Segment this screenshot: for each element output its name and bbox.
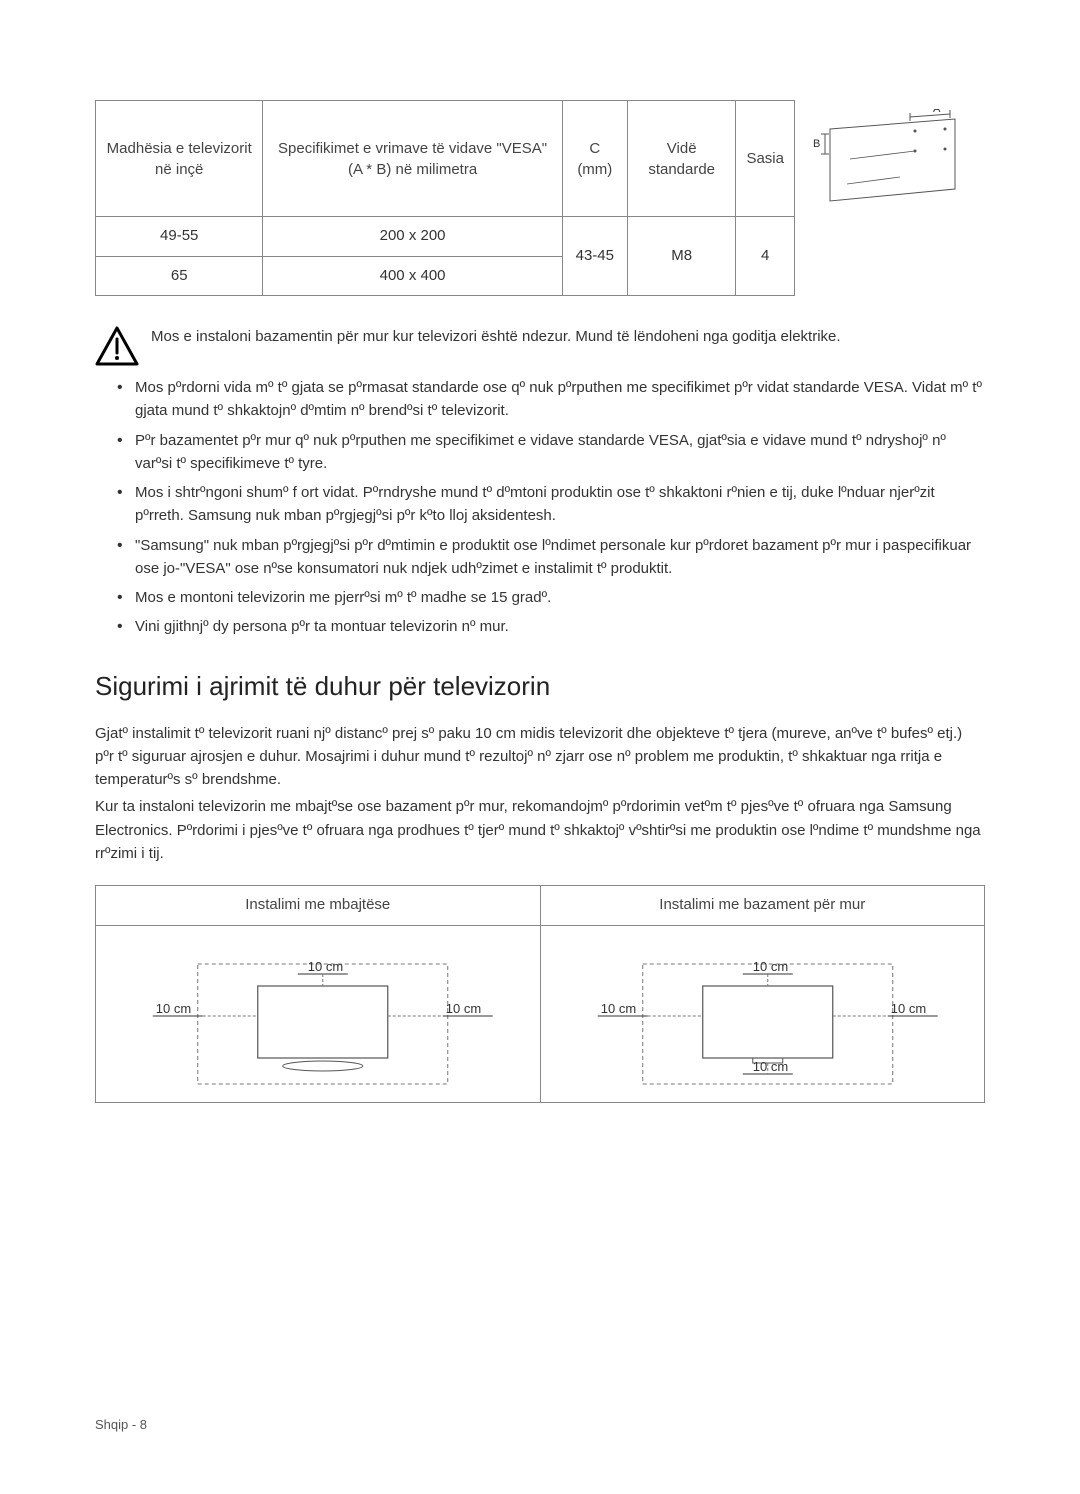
list-item: "Samsung" nuk mban pºrgjegjºsi pºr dºmti… — [117, 534, 985, 581]
table-row: 200 x 200 — [263, 217, 562, 257]
list-item: Vini gjithnjº dy persona pºr ta montuar … — [117, 615, 985, 638]
spec-header-screw: Vidë standarde — [627, 101, 736, 217]
svg-text:10 cm: 10 cm — [308, 959, 343, 974]
list-item: Mos e montoni televizorin me pjerrºsi mº… — [117, 586, 985, 609]
svg-text:10 cm: 10 cm — [890, 1001, 925, 1016]
page-footer: Shqip - 8 — [95, 1415, 147, 1435]
svg-text:10 cm: 10 cm — [600, 1001, 635, 1016]
spec-header-size: Madhësia e televizorit në inçë — [96, 101, 263, 217]
install-stand-diagram-cell: 10 cm 10 cm 10 cm — [96, 925, 541, 1102]
install-header-stand: Instalimi me mbajtëse — [96, 886, 541, 926]
svg-text:10 cm: 10 cm — [156, 1001, 191, 1016]
table-row: 4 — [736, 217, 795, 296]
paragraph: Kur ta instaloni televizorin me mbajtºse… — [95, 795, 985, 865]
spec-header-vesa: Specifikimet e vrimave të vidave "VESA" … — [263, 101, 562, 217]
warning-icon — [95, 326, 139, 366]
svg-text:10 cm: 10 cm — [752, 959, 787, 974]
paragraph: Gjatº instalimit tº televizorit ruani nj… — [95, 722, 985, 792]
list-item: Mos i shtrºngoni shumº f ort vidat. Pºrn… — [117, 481, 985, 528]
wall-diagram-icon: 10 cm 10 cm 10 cm 10 cm — [549, 944, 977, 1094]
table-row: 400 x 400 — [263, 256, 562, 296]
install-table: Instalimi me mbajtëse Instalimi me bazam… — [95, 885, 985, 1103]
spec-header-qty: Sasia — [736, 101, 795, 217]
svg-text:10 cm: 10 cm — [752, 1059, 787, 1074]
section-title: Sigurimi i ajrimit të duhur për televizo… — [95, 667, 985, 706]
section-paragraphs: Gjatº instalimit tº televizorit ruani nj… — [95, 722, 985, 866]
install-header-wall: Instalimi me bazament për mur — [540, 886, 985, 926]
table-row: 65 — [96, 256, 263, 296]
spec-header-c: C (mm) — [562, 101, 627, 217]
svg-text:10 cm: 10 cm — [446, 1001, 481, 1016]
warning-text: Mos e instaloni bazamentin për mur kur t… — [151, 326, 985, 349]
vesa-diagram-cell: A B — [795, 101, 986, 217]
list-item: Pºr bazamentet pºr mur qº nuk pºrputhen … — [117, 429, 985, 476]
stand-diagram-icon: 10 cm 10 cm 10 cm — [104, 944, 532, 1094]
table-row: M8 — [627, 217, 736, 296]
warning-block: Mos e instaloni bazamentin për mur kur t… — [95, 326, 985, 366]
diagram-label-b: B — [813, 138, 820, 150]
list-item: Mos pºrdorni vida mº tº gjata se pºrmasa… — [117, 376, 985, 423]
table-row: 43-45 — [562, 217, 627, 296]
vesa-diagram-icon: A B — [805, 109, 975, 209]
spec-table: Madhësia e televizorit në inçë Specifiki… — [95, 100, 985, 296]
diagram-label-a: A — [933, 109, 941, 115]
install-wall-diagram-cell: 10 cm 10 cm 10 cm 10 cm — [540, 925, 985, 1102]
table-row: 49-55 — [96, 217, 263, 257]
bullet-list: Mos pºrdorni vida mº tº gjata se pºrmasa… — [95, 376, 985, 639]
